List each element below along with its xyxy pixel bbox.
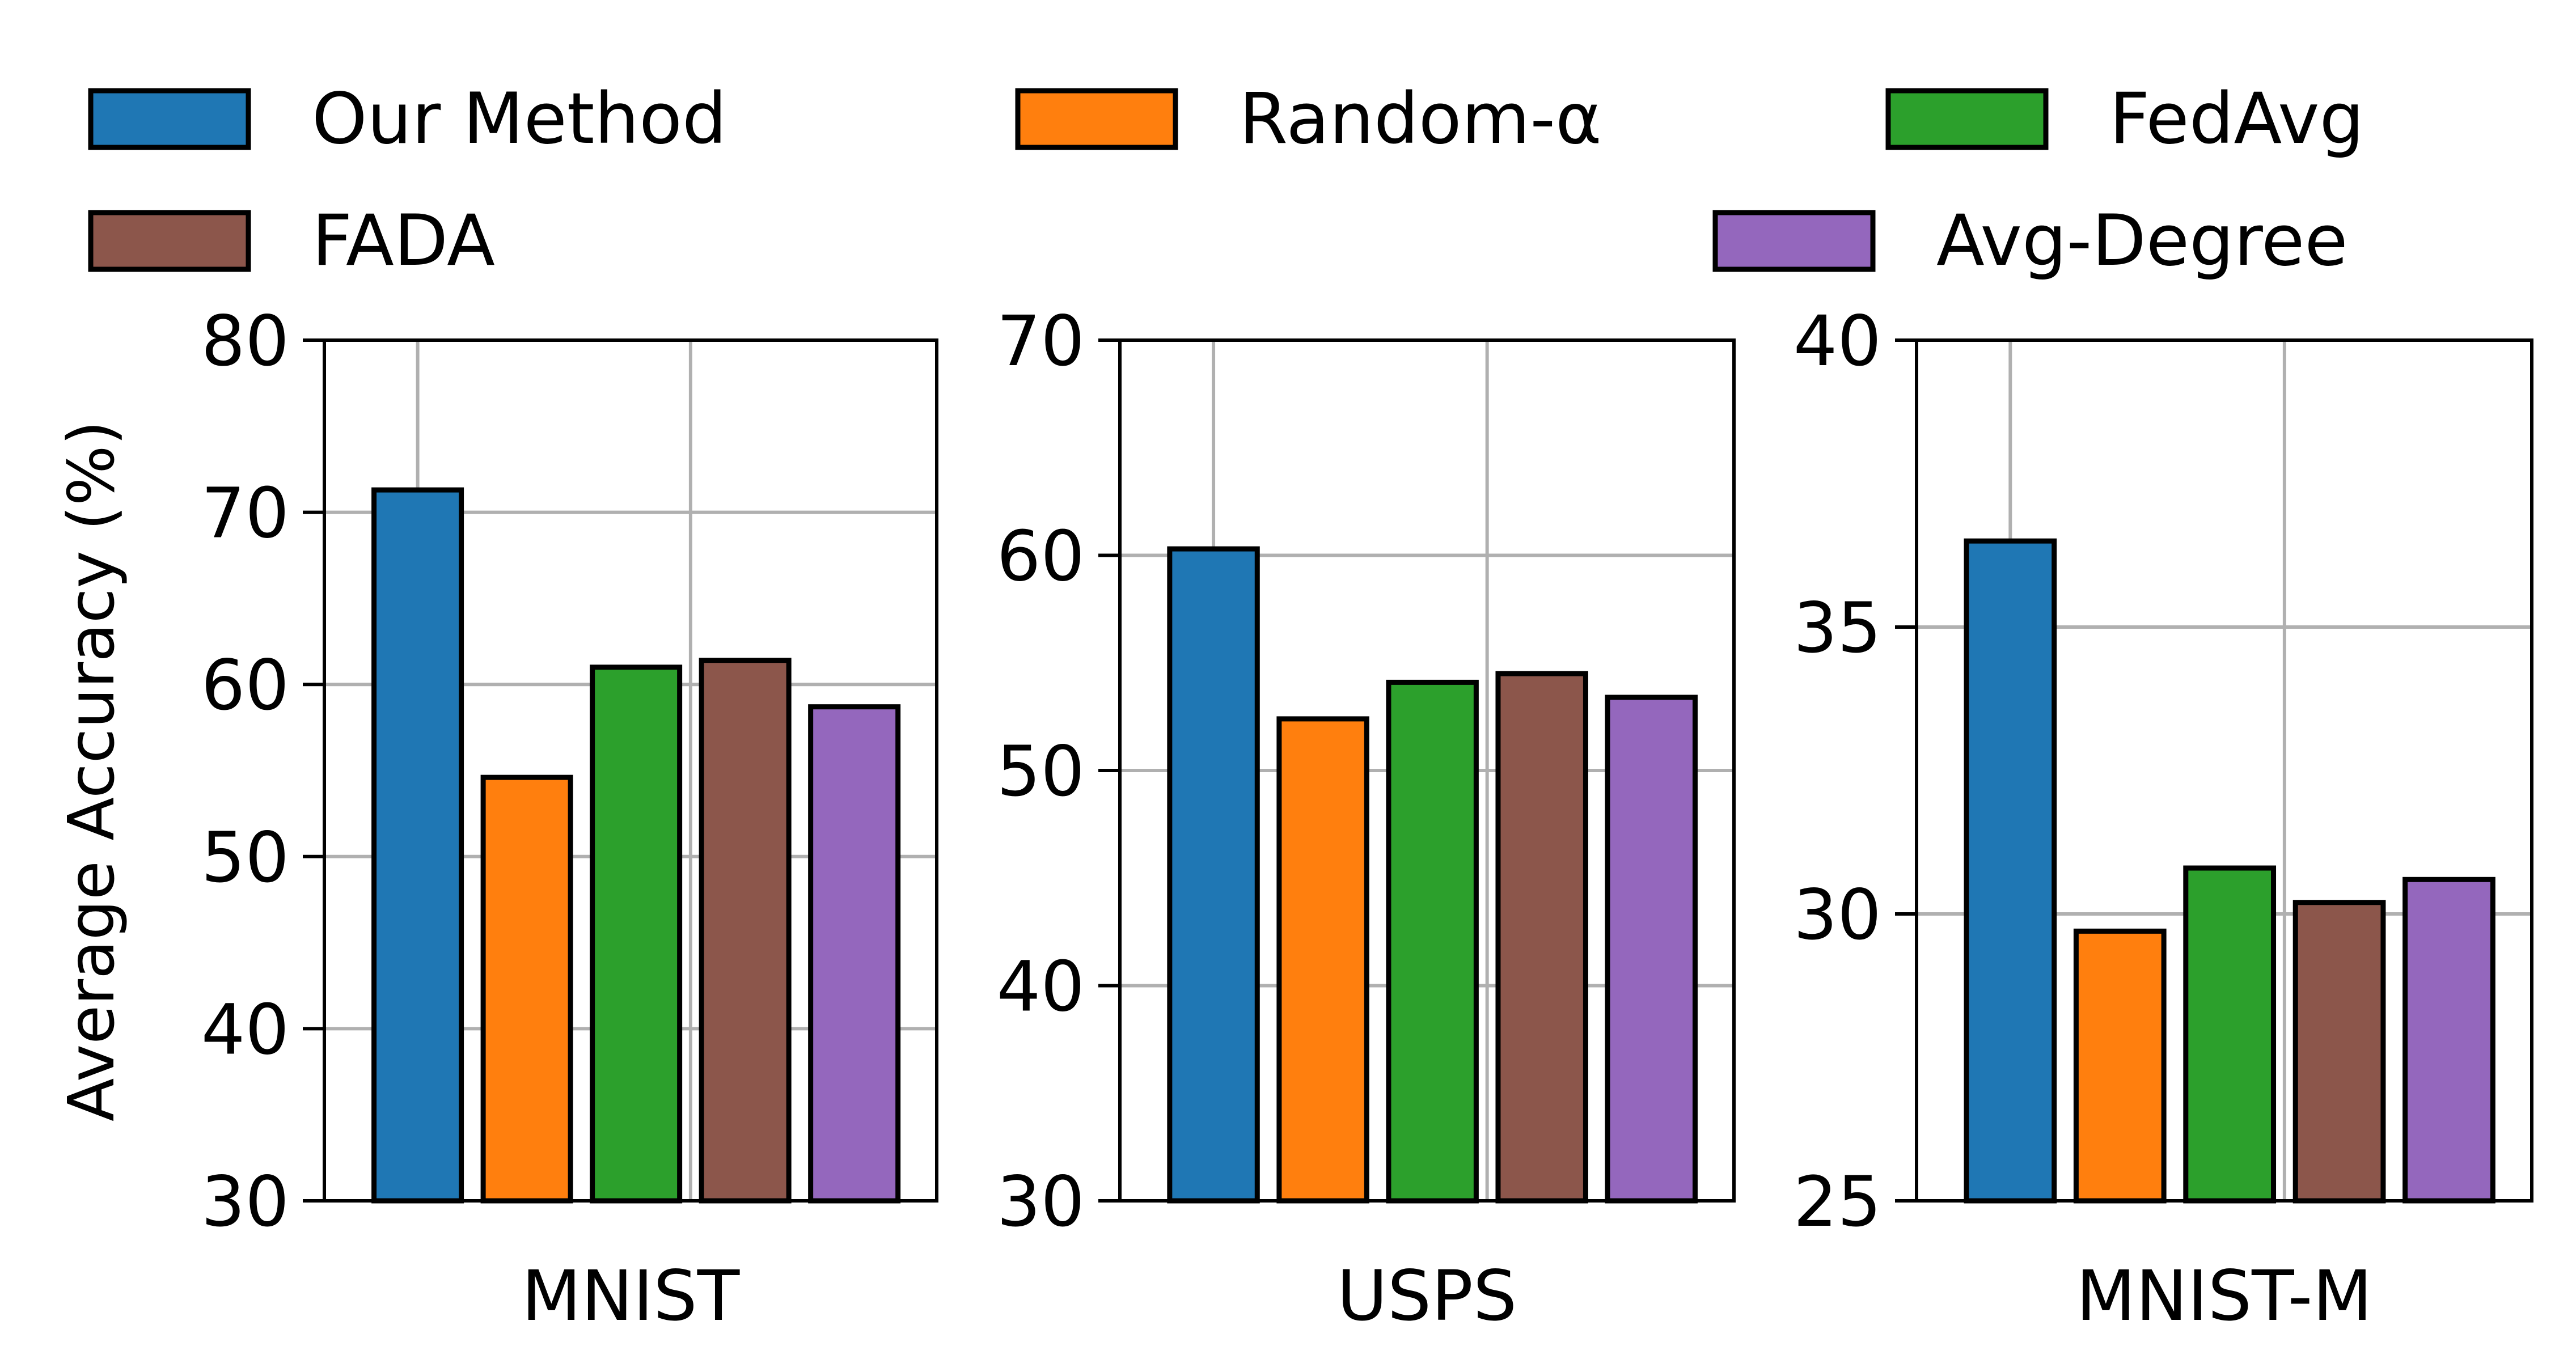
legend-label-avg-degree: Avg-Degree xyxy=(1936,200,2348,282)
legend-item-avg-degree: Avg-Degree xyxy=(1712,200,2348,282)
legend-swatch-random xyxy=(1015,88,1178,150)
legend-swatch-avg-degree xyxy=(1712,210,1876,272)
axis-frame xyxy=(323,338,938,1203)
bar-mnist-fada xyxy=(699,658,792,1204)
y-axis-label: Average Accuracy (%) xyxy=(55,421,129,1121)
bar-usps-fada xyxy=(1495,671,1588,1204)
y-tick-label: 70 xyxy=(997,301,1085,382)
legend-swatch-our-method xyxy=(88,88,251,150)
y-tick-label: 40 xyxy=(201,989,289,1070)
bar-mnist-our-method xyxy=(371,487,464,1204)
legend-label-fedavg: FedAvg xyxy=(2109,78,2364,160)
legend-item-random: Random-α xyxy=(1015,78,1602,160)
bar-mnist-m-fada xyxy=(2292,900,2386,1204)
y-tick-label: 50 xyxy=(997,731,1085,812)
axis-frame xyxy=(1915,338,2533,1203)
chart-panels: 30 40 50 60 70 80 MNIST 30 40 50 60 70 USPS 25 30 35 40 M… xyxy=(201,301,2533,1336)
legend-swatch-fedavg xyxy=(1885,88,2049,150)
y-tick-label: 80 xyxy=(201,301,289,382)
bar-usps-our-method xyxy=(1167,546,1260,1204)
panel-usps: 30 40 50 60 70 USPS xyxy=(997,301,1736,1336)
y-tick-label: 60 xyxy=(201,645,289,726)
legend-swatch-fada xyxy=(88,210,251,272)
panel-mnist: 30 40 50 60 70 80 MNIST xyxy=(201,301,938,1336)
legend-label-random: Random-α xyxy=(1239,78,1602,160)
y-tick-label: 25 xyxy=(1794,1162,1881,1242)
bar-usps-random xyxy=(1276,716,1369,1204)
panel-mnist-m: 25 30 35 40 MNIST-M xyxy=(1794,301,2533,1336)
bar-mnist-fedavg xyxy=(590,664,683,1204)
y-tick-label: 40 xyxy=(997,947,1085,1027)
y-tick-label: 60 xyxy=(997,516,1085,597)
legend: Our Method Random-α FedAvg FADA Avg-Degree xyxy=(88,78,2364,282)
x-category-label: USPS xyxy=(1337,1256,1517,1336)
y-tick-label: 40 xyxy=(1794,301,1881,382)
bar-mnist-m-avg-degree xyxy=(2402,877,2495,1204)
legend-item-our-method: Our Method xyxy=(88,78,727,160)
legend-label-our-method: Our Method xyxy=(312,78,727,160)
y-tick-label: 70 xyxy=(201,473,289,554)
bar-mnist-m-our-method xyxy=(1964,538,2057,1204)
bar-mnist-m-fedavg xyxy=(2183,865,2277,1204)
bar-mnist-random xyxy=(480,774,573,1204)
y-tick-label: 30 xyxy=(1794,875,1881,955)
legend-item-fedavg: FedAvg xyxy=(1885,78,2364,160)
legend-item-fada: FADA xyxy=(88,200,495,282)
x-category-label: MNIST xyxy=(522,1256,740,1336)
y-tick-label: 50 xyxy=(201,818,289,898)
y-tick-label: 30 xyxy=(997,1162,1085,1242)
legend-label-fada: FADA xyxy=(312,200,495,282)
x-category-label: MNIST-M xyxy=(2076,1256,2372,1336)
bar-usps-fedavg xyxy=(1386,679,1479,1204)
y-tick-label: 35 xyxy=(1794,588,1881,668)
bar-mnist-m-random xyxy=(2073,928,2167,1204)
y-tick-label: 30 xyxy=(201,1162,289,1242)
bar-usps-avg-degree xyxy=(1605,695,1698,1204)
bar-mnist-avg-degree xyxy=(808,704,901,1204)
